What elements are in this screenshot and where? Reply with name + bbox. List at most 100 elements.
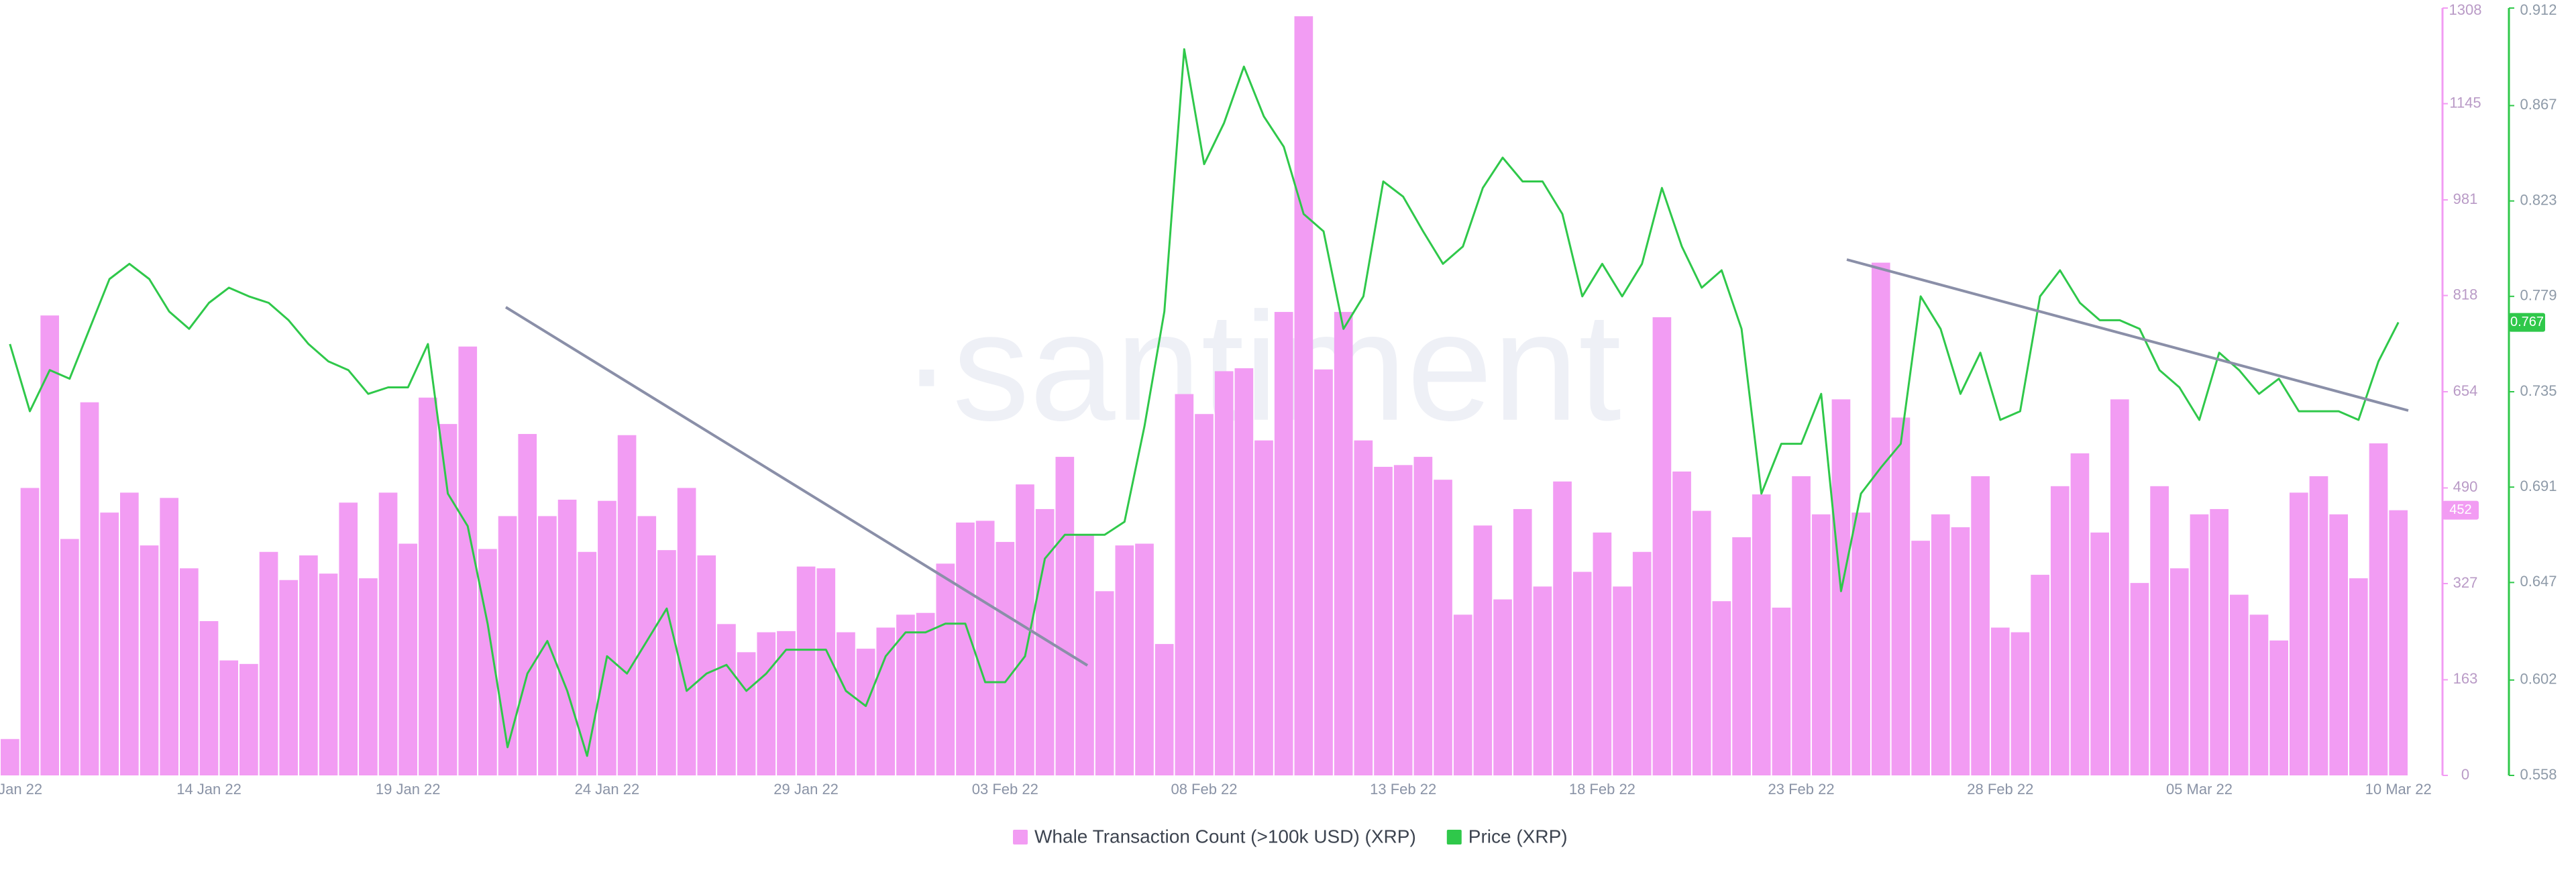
- bar: [1195, 414, 1214, 775]
- bar: [1632, 551, 1652, 775]
- x-tick-label: 03 Feb 22: [972, 781, 1038, 798]
- bar: [1871, 262, 1890, 775]
- bar: [856, 649, 875, 775]
- bar: [1274, 312, 1293, 775]
- bar: [1334, 312, 1353, 775]
- bar: [1135, 543, 1154, 775]
- bar: [239, 663, 258, 775]
- trend-line: [504, 306, 1089, 667]
- bar: [1374, 466, 1393, 775]
- y2-tick-label: 0.867: [2520, 96, 2557, 113]
- bar: [498, 516, 517, 775]
- bar: [518, 433, 537, 775]
- x-tick-label: 18 Feb 22: [1569, 781, 1635, 798]
- bar: [1155, 644, 1174, 775]
- bar: [677, 488, 696, 775]
- bar: [996, 541, 1015, 775]
- bar: [2169, 568, 2189, 775]
- bar: [2329, 514, 2348, 775]
- legend-label: Price (XRP): [1468, 826, 1568, 847]
- bar: [1095, 591, 1114, 775]
- bar: [180, 568, 199, 775]
- x-tick-label: 10 Mar 22: [2365, 781, 2432, 798]
- y2-tick-label: 0.912: [2520, 1, 2557, 18]
- bar: [140, 545, 159, 775]
- x-tick-label: 14 Jan 22: [176, 781, 241, 798]
- bar: [737, 652, 756, 775]
- bar: [2229, 594, 2249, 775]
- bar: [956, 523, 975, 775]
- bar: [199, 620, 219, 775]
- bar: [1772, 607, 1791, 775]
- bar: [837, 632, 855, 775]
- bar: [1572, 571, 1592, 775]
- legend-label: Whale Transaction Count (>100k USD) (XRP…: [1034, 826, 1416, 847]
- legend-swatch: [1013, 830, 1028, 844]
- bar: [1115, 545, 1134, 775]
- bar: [1175, 394, 1194, 775]
- bar: [2010, 632, 2030, 775]
- bar: [2150, 486, 2169, 775]
- bar: [1533, 586, 1552, 775]
- y-tick-label: 490: [2453, 478, 2478, 495]
- bar: [1971, 476, 1990, 775]
- bar: [1891, 417, 1911, 775]
- bar: [1593, 532, 1612, 775]
- bar: [876, 627, 896, 775]
- bar: [419, 397, 437, 775]
- last-value-tag: [2443, 500, 2479, 520]
- bar: [1314, 369, 1333, 775]
- bar: [20, 488, 40, 775]
- bar: [2090, 532, 2109, 775]
- bar: [816, 568, 836, 775]
- bar: [697, 555, 716, 775]
- bar: [1393, 465, 1413, 775]
- bar: [1613, 586, 1631, 775]
- y2-tick-label: 0.735: [2520, 382, 2557, 399]
- y-tick-label: 163: [2453, 670, 2478, 687]
- bar: [2309, 476, 2328, 775]
- bar: [1493, 599, 1512, 775]
- bar: [378, 492, 398, 775]
- bar: [219, 660, 239, 775]
- bar: [896, 614, 915, 775]
- bar: [1931, 514, 1950, 775]
- x-tick-label: 28 Feb 22: [1967, 781, 2033, 798]
- last-value-tag: [2509, 313, 2545, 332]
- x-tick-label: 19 Jan 22: [376, 781, 441, 798]
- bar: [80, 402, 99, 775]
- bar: [2031, 574, 2049, 775]
- x-tick-label: 08 Feb 22: [1171, 781, 1237, 798]
- bar: [359, 578, 378, 775]
- bar: [1254, 440, 1273, 775]
- bar: [578, 551, 597, 775]
- bar: [757, 632, 776, 775]
- bar: [538, 516, 557, 775]
- y2-tick-label: 0.602: [2520, 671, 2557, 688]
- bar: [2389, 510, 2408, 775]
- y-tick-label: 327: [2453, 574, 2478, 591]
- y-tick-label: 1308: [2449, 1, 2482, 18]
- bar: [1354, 440, 1373, 775]
- bar: [40, 315, 60, 775]
- y2-tick-label: 0.823: [2520, 191, 2557, 208]
- bar: [2190, 514, 2209, 775]
- bar: [2249, 614, 2269, 775]
- bar: [2110, 399, 2129, 775]
- y-tick-label: 1145: [2449, 94, 2481, 111]
- bar: [1513, 508, 1532, 775]
- bar: [1811, 514, 1831, 775]
- bar: [1, 739, 19, 775]
- bar: [1075, 535, 1094, 775]
- bar: [1792, 476, 1811, 775]
- bar: [916, 612, 935, 775]
- bar: [1294, 16, 1313, 776]
- bar: [975, 521, 995, 775]
- y2-tick-label: 0.558: [2520, 766, 2557, 783]
- bar: [2130, 583, 2149, 775]
- bar: [1214, 371, 1234, 775]
- bar: [1672, 471, 1691, 775]
- x-tick-label: 13 Feb 22: [1370, 781, 1436, 798]
- trend-line: [1846, 258, 2409, 412]
- bar: [438, 424, 458, 775]
